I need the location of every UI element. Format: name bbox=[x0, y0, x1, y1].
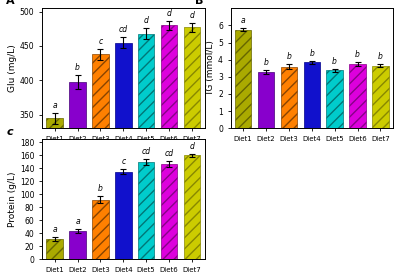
Bar bbox=[326, 70, 343, 128]
Text: cd: cd bbox=[119, 25, 128, 34]
Text: b: b bbox=[378, 52, 383, 61]
Bar bbox=[161, 25, 177, 128]
Text: b: b bbox=[263, 58, 268, 67]
Bar bbox=[161, 164, 177, 259]
Y-axis label: Protein (g/L): Protein (g/L) bbox=[8, 171, 17, 227]
Text: A: A bbox=[6, 0, 15, 6]
Text: d: d bbox=[144, 16, 149, 25]
Bar bbox=[372, 66, 389, 128]
Text: a: a bbox=[75, 218, 80, 227]
Bar bbox=[69, 82, 86, 128]
Text: b: b bbox=[98, 184, 103, 193]
Text: cd: cd bbox=[142, 147, 151, 156]
Bar bbox=[47, 118, 63, 128]
Text: a: a bbox=[53, 225, 57, 234]
Text: b: b bbox=[332, 57, 337, 66]
Text: b: b bbox=[75, 63, 80, 72]
Bar bbox=[281, 67, 297, 128]
Bar bbox=[304, 62, 320, 128]
Text: d: d bbox=[167, 8, 172, 17]
Text: cd: cd bbox=[164, 149, 174, 158]
Bar bbox=[138, 162, 154, 259]
Bar bbox=[115, 43, 132, 128]
Y-axis label: TG (mmol/L): TG (mmol/L) bbox=[206, 40, 215, 96]
Text: a: a bbox=[53, 100, 57, 109]
Bar bbox=[349, 64, 366, 128]
Text: c: c bbox=[98, 37, 103, 46]
Bar bbox=[92, 200, 109, 259]
Y-axis label: Glu (mg/L): Glu (mg/L) bbox=[8, 44, 17, 92]
Text: b: b bbox=[286, 52, 292, 61]
Text: b: b bbox=[309, 49, 314, 58]
Text: c: c bbox=[121, 157, 126, 166]
Bar bbox=[92, 54, 109, 128]
Text: c: c bbox=[6, 127, 13, 137]
Bar bbox=[115, 172, 132, 259]
Text: B: B bbox=[195, 0, 203, 6]
Bar bbox=[69, 232, 86, 259]
Text: a: a bbox=[241, 16, 245, 25]
Text: d: d bbox=[190, 141, 194, 150]
Bar bbox=[47, 239, 63, 259]
Bar bbox=[184, 27, 200, 128]
Text: d: d bbox=[190, 11, 194, 20]
Bar bbox=[235, 30, 251, 128]
Text: b: b bbox=[355, 50, 360, 59]
Bar bbox=[184, 155, 200, 259]
Bar bbox=[138, 34, 154, 128]
Bar bbox=[258, 72, 274, 128]
